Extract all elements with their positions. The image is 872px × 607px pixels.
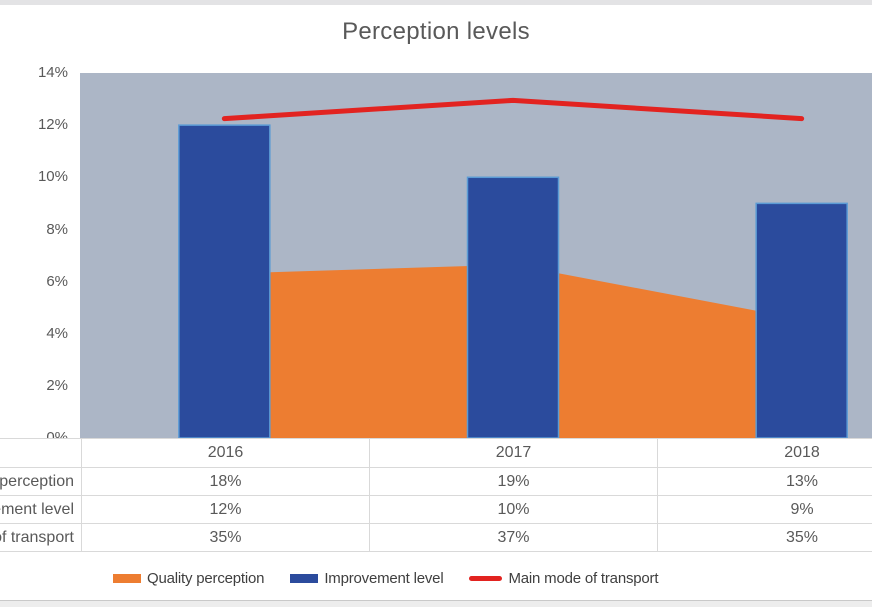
table-row: Improvement level 12% 10% 9% [0, 496, 872, 524]
legend-label: Main mode of transport [508, 569, 659, 587]
category-header: 2016 [82, 439, 370, 467]
y-tick-label: 2% [46, 377, 68, 394]
row-label: Improvement level [0, 501, 74, 518]
legend[interactable]: Quality perception Improvement level Mai… [113, 567, 659, 589]
bar[interactable] [178, 124, 271, 438]
y-tick-label: 10% [37, 168, 68, 185]
row-label-cell: Main mode of transport [0, 524, 82, 551]
table-cell: 35% [785, 529, 819, 546]
table-cell: 13% [785, 473, 819, 490]
bar[interactable] [466, 176, 560, 438]
chart-title[interactable]: Perception levels [342, 18, 530, 45]
table-cell: 9% [790, 501, 814, 518]
plot-area[interactable] [80, 73, 872, 438]
table-row: Main mode of transport 35% 37% 35% [0, 524, 872, 552]
window-edge-bottom-line [0, 600, 872, 601]
y-tick-label: 6% [46, 273, 68, 290]
window-edge-bottom [0, 601, 872, 607]
legend-item-main-mode-of-transport[interactable]: Main mode of transport [469, 569, 659, 587]
table-cell: 37% [370, 524, 658, 551]
y-tick-label: 8% [46, 221, 68, 238]
legend-label: Quality perception [147, 569, 265, 587]
table-row: Quality perception 18% 19% 13% [0, 468, 872, 496]
legend-item-improvement-level[interactable]: Improvement level [290, 569, 444, 587]
y-tick-label: 14% [37, 64, 68, 81]
row-label-cell: Quality perception [0, 468, 82, 495]
y-tick-label: 12% [37, 116, 68, 133]
row-label: Main mode of transport [0, 529, 74, 546]
plot-svg [178, 97, 848, 438]
bar[interactable] [755, 202, 848, 438]
legend-item-quality-perception[interactable]: Quality perception [113, 569, 265, 587]
table-corner-cell [0, 439, 82, 467]
line-series[interactable] [221, 97, 805, 122]
y-tick-label: 4% [46, 325, 68, 342]
table-cell: 12% [82, 496, 370, 523]
category-header: 2017 [370, 439, 658, 467]
legend-label: Improvement level [324, 569, 444, 587]
table-cell: 19% [370, 468, 658, 495]
table-cell: 35% [82, 524, 370, 551]
table-cell: 10% [370, 496, 658, 523]
table-cell: 18% [82, 468, 370, 495]
table-header-row: 2016 2017 2018 [0, 439, 872, 468]
row-label: Quality perception [0, 473, 74, 490]
row-label-cell: Improvement level [0, 496, 82, 523]
bar-swatch-icon [290, 573, 319, 583]
line-swatch-icon [469, 575, 503, 581]
chart-data-table[interactable]: 2016 2017 2018 Quality perception 18% 19… [0, 438, 872, 552]
window-edge-top [0, 0, 872, 5]
area-swatch-icon [113, 573, 141, 583]
category-header: 2018 [784, 444, 820, 461]
